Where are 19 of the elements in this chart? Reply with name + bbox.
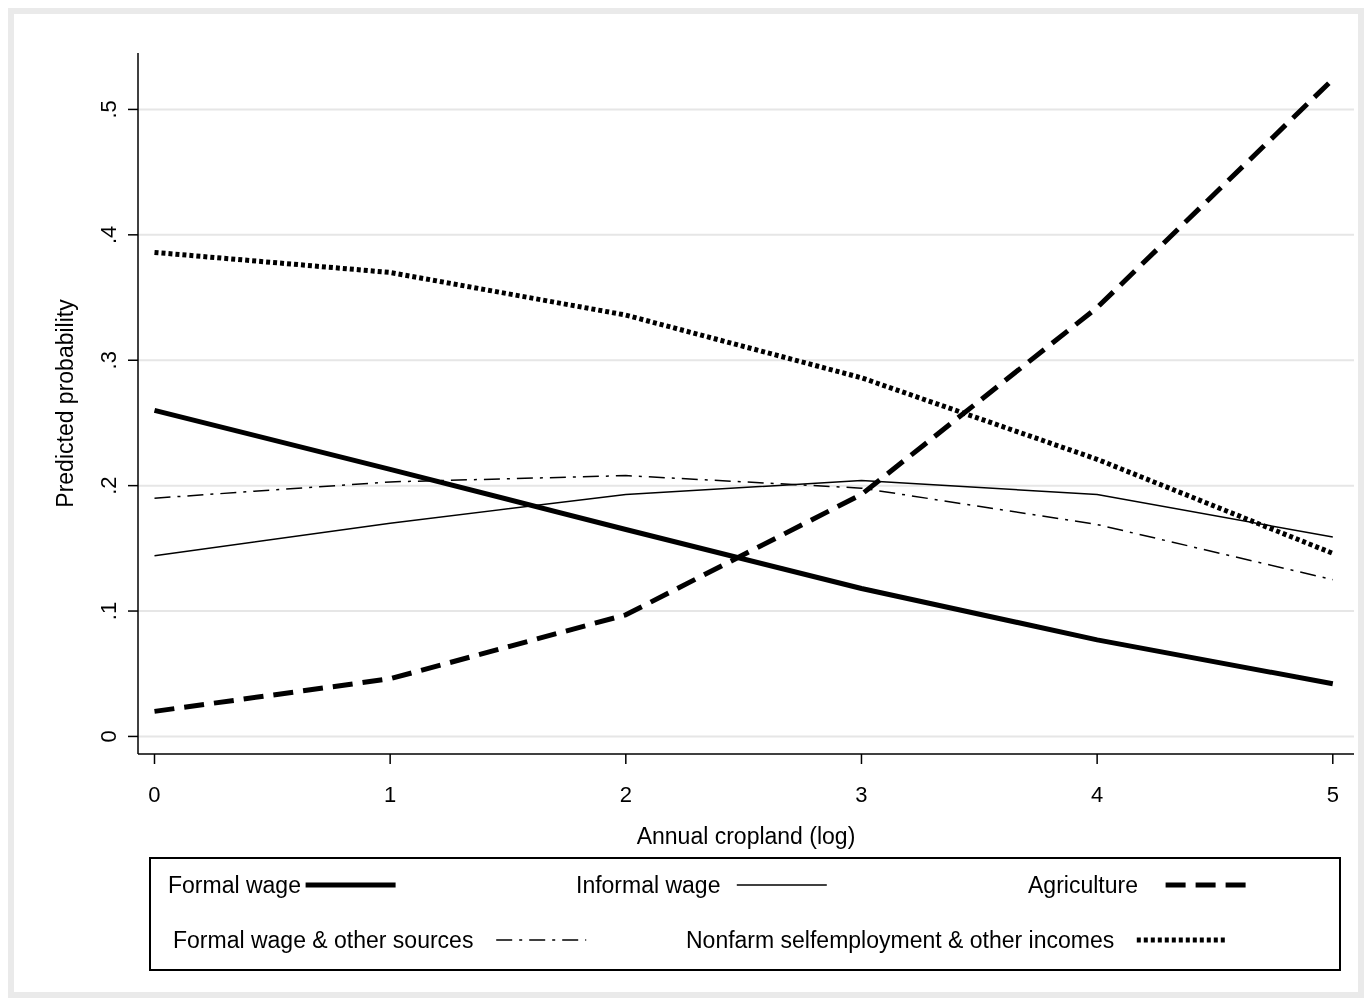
x-tick-label: 2 xyxy=(619,782,632,807)
x-tick-label: 1 xyxy=(384,782,397,807)
legend-label: Formal wage & other sources xyxy=(173,927,474,953)
x-axis-title: Annual cropland (log) xyxy=(636,823,856,849)
y-tick-label: .4 xyxy=(96,225,121,245)
y-tick-label: .2 xyxy=(96,476,121,495)
y-tick-label: .5 xyxy=(96,100,121,119)
y-tick-label: 0 xyxy=(96,730,121,743)
x-tick-label: 5 xyxy=(1326,782,1339,807)
legend-label: Informal wage xyxy=(576,872,721,898)
y-axis-title: Predicted probability xyxy=(52,298,78,508)
x-tick-label: 0 xyxy=(148,782,161,807)
y-tick-label: .1 xyxy=(96,601,121,621)
x-tick-label: 3 xyxy=(855,782,868,807)
legend-label: Formal wage xyxy=(168,872,301,898)
x-tick-label: 4 xyxy=(1091,782,1104,807)
legend-label: Agriculture xyxy=(1028,872,1138,898)
legend-label: Nonfarm selfemployment & other incomes xyxy=(686,927,1115,953)
y-tick-label: .3 xyxy=(96,351,121,370)
